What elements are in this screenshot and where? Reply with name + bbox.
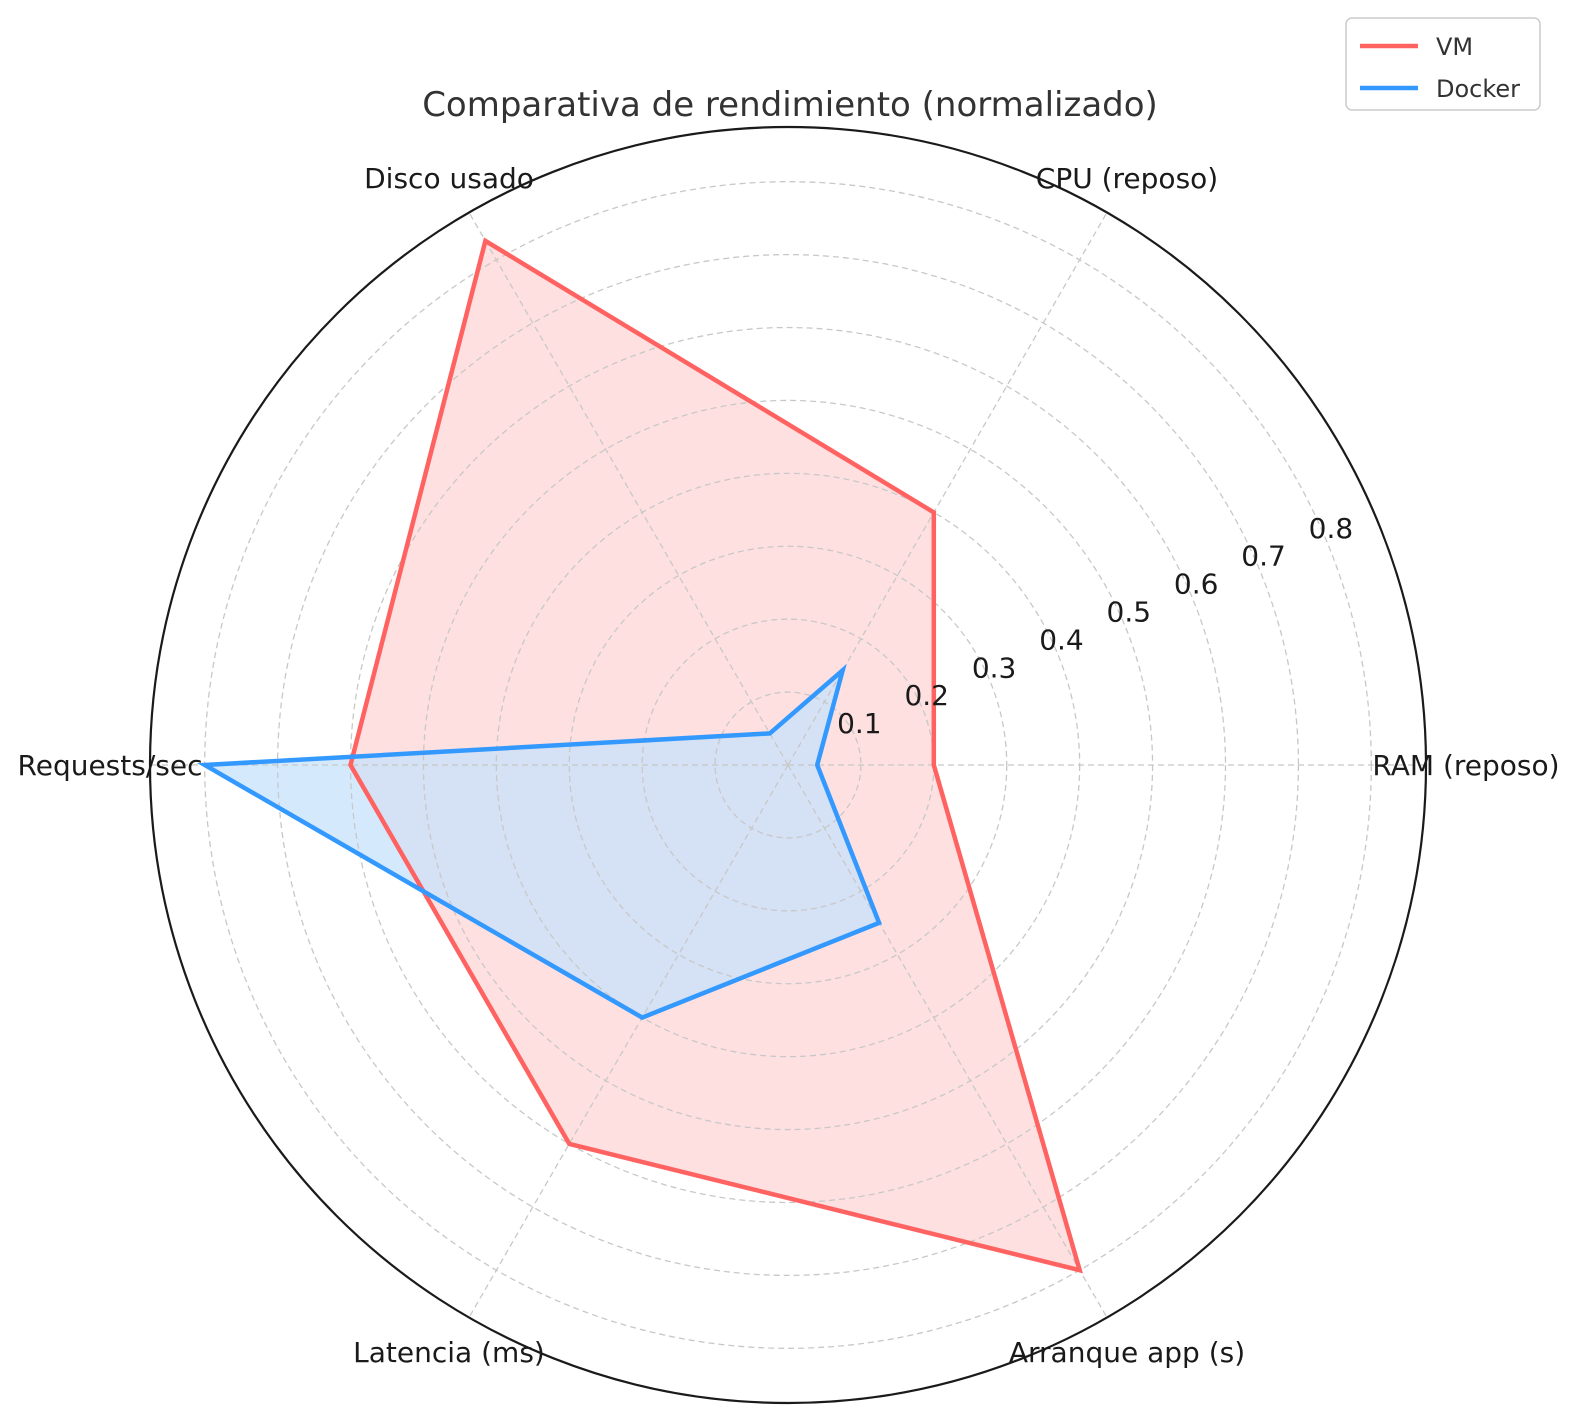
r-tick-label: 0.6	[1174, 568, 1219, 601]
r-tick-label: 0.8	[1309, 512, 1354, 545]
r-tick-label: 0.2	[904, 679, 949, 712]
r-tick-label: 0.3	[972, 651, 1017, 684]
chart-title: Comparativa de rendimiento (normalizado)	[422, 85, 1158, 125]
legend: VM Docker	[1345, 17, 1541, 111]
grid-spoke	[468, 212, 789, 766]
r-tick-label: 0.5	[1107, 595, 1152, 628]
grid-spoke	[468, 764, 789, 1318]
grid-circle	[568, 545, 1008, 985]
category-label: Disco usado	[364, 162, 534, 195]
polar-frame	[148, 125, 1428, 1405]
legend-label-vm: VM	[1436, 33, 1473, 61]
grid-spoke	[787, 212, 1108, 766]
category-label: Requests/sec	[18, 749, 203, 782]
category-label: Latencia (ms)	[353, 1336, 545, 1369]
radial-tick-labels: 0.1 0.2 0.3 0.4 0.5 0.6 0.7 0.8	[837, 512, 1353, 740]
legend-label-docker: Docker	[1436, 75, 1520, 103]
category-labels: RAM (reposo) CPU (reposo) Disco usado Reque…	[18, 162, 1560, 1369]
series-line-docker	[197, 663, 883, 1021]
category-label: Arranque app (s)	[1009, 1336, 1245, 1369]
r-tick-label: 0.7	[1241, 540, 1286, 573]
series-lines	[197, 237, 1083, 1274]
category-label: RAM (reposo)	[1372, 749, 1559, 782]
r-tick-label: 0.1	[837, 707, 882, 740]
category-label: CPU (reposo)	[1036, 162, 1218, 195]
grid-spoke	[787, 764, 1108, 1318]
series-line-vm	[348, 237, 1083, 1274]
r-tick-label: 0.4	[1039, 623, 1084, 656]
